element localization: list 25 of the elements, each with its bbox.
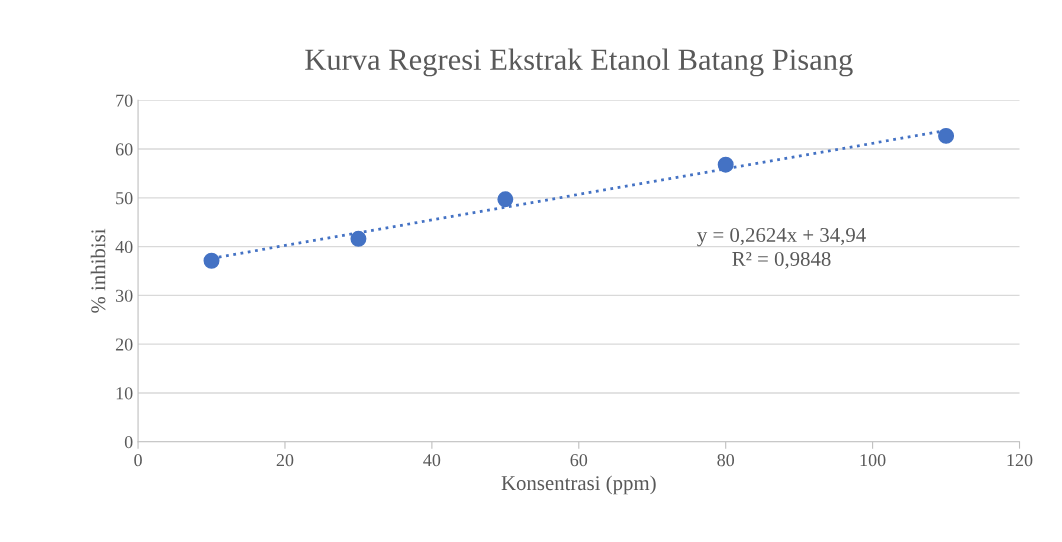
- x-tick-label: 80: [717, 454, 735, 467]
- x-tick-label: 20: [276, 454, 294, 467]
- chart-title: Kurva Regresi Ekstrak Etanol Batang Pisang: [305, 48, 853, 77]
- y-tick-label: 10: [116, 387, 133, 400]
- point: [350, 230, 367, 247]
- y-tick-label: 60: [115, 143, 133, 156]
- point: [938, 127, 955, 144]
- x-tick-label: 100: [860, 454, 886, 467]
- annotation: y = 0,2624x + 34,94: [697, 227, 866, 247]
- y-tick-label: 20: [115, 338, 133, 351]
- y-tick-label: 40: [115, 240, 133, 254]
- point: [203, 252, 220, 269]
- x-tick-label: 60: [570, 454, 588, 467]
- y-axis-title: % inhibisi: [90, 228, 106, 313]
- x-tick-label: 0: [134, 454, 142, 467]
- y-tick-label: 70: [116, 94, 133, 107]
- y-tick-label: 50: [116, 192, 133, 205]
- point: [717, 156, 734, 173]
- x-tick-label: 120: [1007, 454, 1033, 467]
- x-axis-title: Konsentrasi (ppm): [501, 475, 656, 495]
- point: [497, 191, 514, 208]
- y-tick-label: 30: [116, 289, 133, 302]
- annotation: R² = 0,9848: [732, 251, 831, 269]
- y-tick-label: 0: [124, 435, 133, 449]
- x-tick-label: 40: [423, 454, 441, 467]
